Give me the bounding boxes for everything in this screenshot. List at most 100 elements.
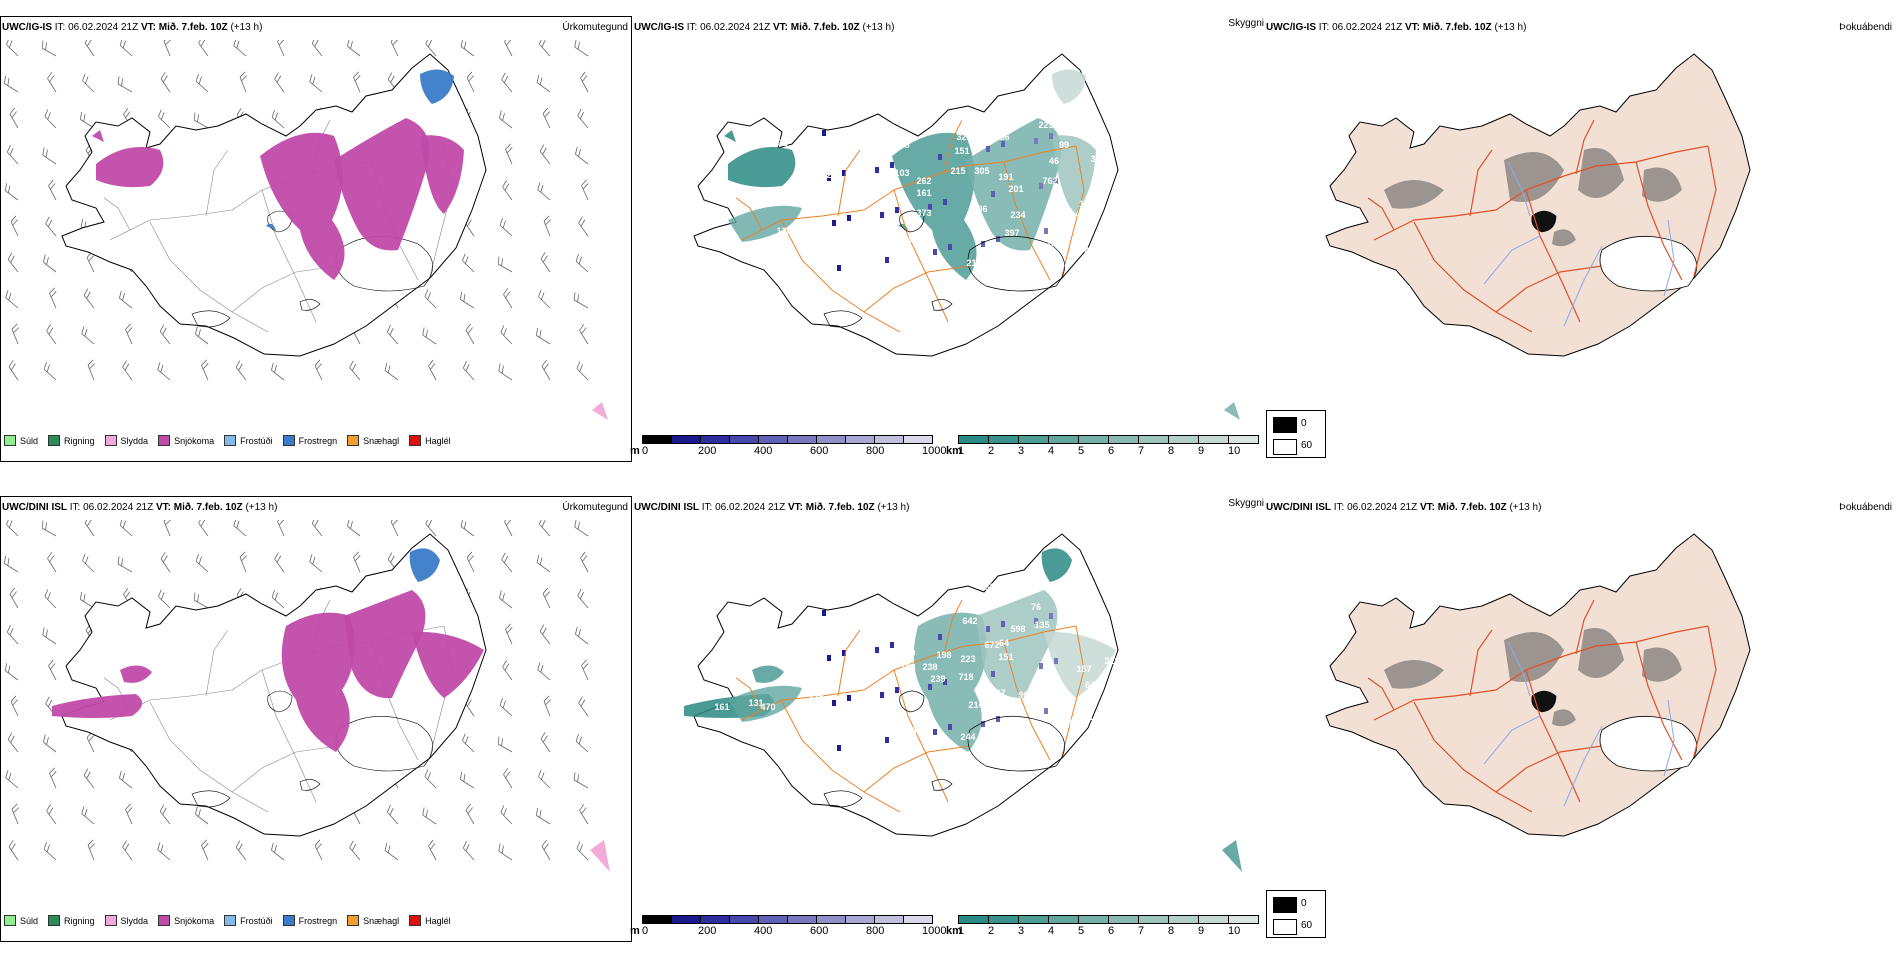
wind-barb: [11, 323, 20, 345]
wind-barb: [580, 551, 589, 573]
cloud-base-label: 526: [986, 296, 1001, 306]
legend-swatch: [347, 915, 360, 926]
cloud-base-label: 264: [712, 110, 727, 120]
wind-barb: [578, 216, 589, 237]
colorbar-unit: km: [946, 925, 962, 937]
cloud-base-cell: [991, 671, 995, 677]
wind-barb: [542, 107, 551, 129]
cloud-base-label: 238: [922, 662, 937, 672]
road-line: [781, 221, 901, 333]
legend-swatch: [224, 435, 237, 446]
panel-type-label: Úrkomutegund: [562, 22, 628, 33]
cloud-base-cell: [895, 207, 899, 213]
colorbar-cell: [1138, 435, 1168, 444]
cloud-base-cell: [1039, 663, 1043, 669]
wind-barb: [541, 839, 551, 861]
wind-barb: [4, 555, 19, 573]
cloud-base-cell: [885, 737, 889, 743]
wind-barb: [43, 734, 57, 753]
legend-item: Slydda: [104, 915, 148, 926]
legend-label: Súld: [20, 915, 39, 926]
wind-barb: [460, 40, 475, 57]
colorbar-ticks: 1 2 3 4 5 6 7 8 9 10: [958, 444, 1259, 458]
cloud-base-label: 157: [864, 712, 879, 722]
road-line: [863, 265, 971, 313]
legend-swatch: [48, 435, 61, 446]
colorbar-cell: [1048, 435, 1078, 444]
wind-barb: [87, 359, 96, 381]
road-line: [261, 189, 317, 323]
wind-barb: [235, 360, 247, 381]
cloud-base-label: 135: [1034, 620, 1049, 630]
cloud-base-label: 225: [1050, 708, 1065, 718]
cloud-base-cell: [1034, 138, 1038, 144]
colorbar-cell: [816, 915, 845, 924]
cloud-base-cell: [880, 212, 884, 218]
colorbar-tick-label: 3: [1018, 925, 1025, 937]
road-line: [1495, 745, 1603, 793]
road-line: [893, 189, 949, 323]
wind-barb: [422, 807, 437, 825]
cloud-base-label: 335: [994, 730, 1009, 740]
legend-label: Frostúði: [240, 915, 273, 926]
colorbar-cell: [1048, 915, 1078, 924]
cloud-base-label: 503: [932, 102, 947, 112]
colorbar-tick-label: 4: [1048, 445, 1055, 457]
colorbar-tick-label: 200: [698, 925, 717, 937]
wind-barb: [538, 289, 551, 309]
wind-barb: [503, 767, 513, 789]
cloud-base-label: 373: [916, 208, 931, 218]
wind-barb: [274, 72, 285, 93]
colorbar-cell: [958, 435, 988, 444]
wind-barb: [466, 71, 475, 93]
cloud-base-label: 228: [808, 692, 823, 702]
panel-type-label: Þokuábendi: [1839, 22, 1892, 33]
cloud-base-label: 12: [1079, 199, 1089, 209]
cloud-base-label: 244: [960, 732, 975, 742]
colorbar-tick-label: 10: [1228, 445, 1241, 457]
low-visibility-area: [728, 685, 802, 722]
wind-barb: [239, 71, 248, 93]
legend-item: Haglél: [409, 915, 451, 926]
colorbar-cell: [903, 915, 933, 924]
wind-barb: [163, 520, 172, 537]
wind-barb: [580, 71, 589, 93]
panel-frame: [0, 16, 632, 462]
cloud-base-label: 161: [916, 188, 931, 198]
cloud-base-label: 187: [872, 698, 887, 708]
cloud-base-label: 188: [900, 662, 915, 672]
cloud-base-label: 584: [804, 144, 819, 154]
wind-barb: [390, 40, 399, 57]
wind-barb: [575, 146, 589, 165]
legend-swatch: [158, 435, 171, 446]
wind-barb: [347, 520, 361, 537]
panel-title: UWC/IG-IS IT: 06.02.2024 21Z VT: Mið. 7.…: [634, 22, 895, 33]
wind-barb: [462, 361, 475, 381]
coastline: [693, 53, 1119, 357]
wind-barb: [4, 663, 19, 681]
cloud-base-label: 340: [1044, 582, 1059, 592]
wind-barb: [42, 627, 57, 645]
legend-label: Snæhagl: [363, 915, 400, 926]
legend-swatch: [409, 915, 422, 926]
wind-barb: [543, 695, 552, 717]
colorbar-cell: [729, 915, 758, 924]
wind-barb: [41, 40, 57, 57]
cloud-base-label: 762: [1042, 176, 1057, 186]
legend-label: Frostúði: [240, 435, 273, 446]
wind-barb: [49, 767, 57, 789]
low-visibility-area: [1041, 548, 1072, 582]
coastline: [1325, 533, 1751, 837]
road-line: [741, 145, 1077, 241]
colorbar-cell: [1108, 915, 1138, 924]
colorbar-ticks: 0 200 400 600 800 1000: [642, 924, 946, 938]
cloud-base-cell: [880, 692, 884, 698]
cloud-base-label: 99: [1059, 140, 1069, 150]
fog-index-area: [1578, 628, 1624, 678]
legend-swatch: [409, 435, 422, 446]
colorbar-tick-label: 3: [1018, 445, 1025, 457]
cloud-base-cell: [1054, 178, 1058, 184]
river-line: [1663, 219, 1675, 297]
wind-barb: [274, 552, 285, 573]
cloud-base-cell: [1001, 621, 1005, 627]
